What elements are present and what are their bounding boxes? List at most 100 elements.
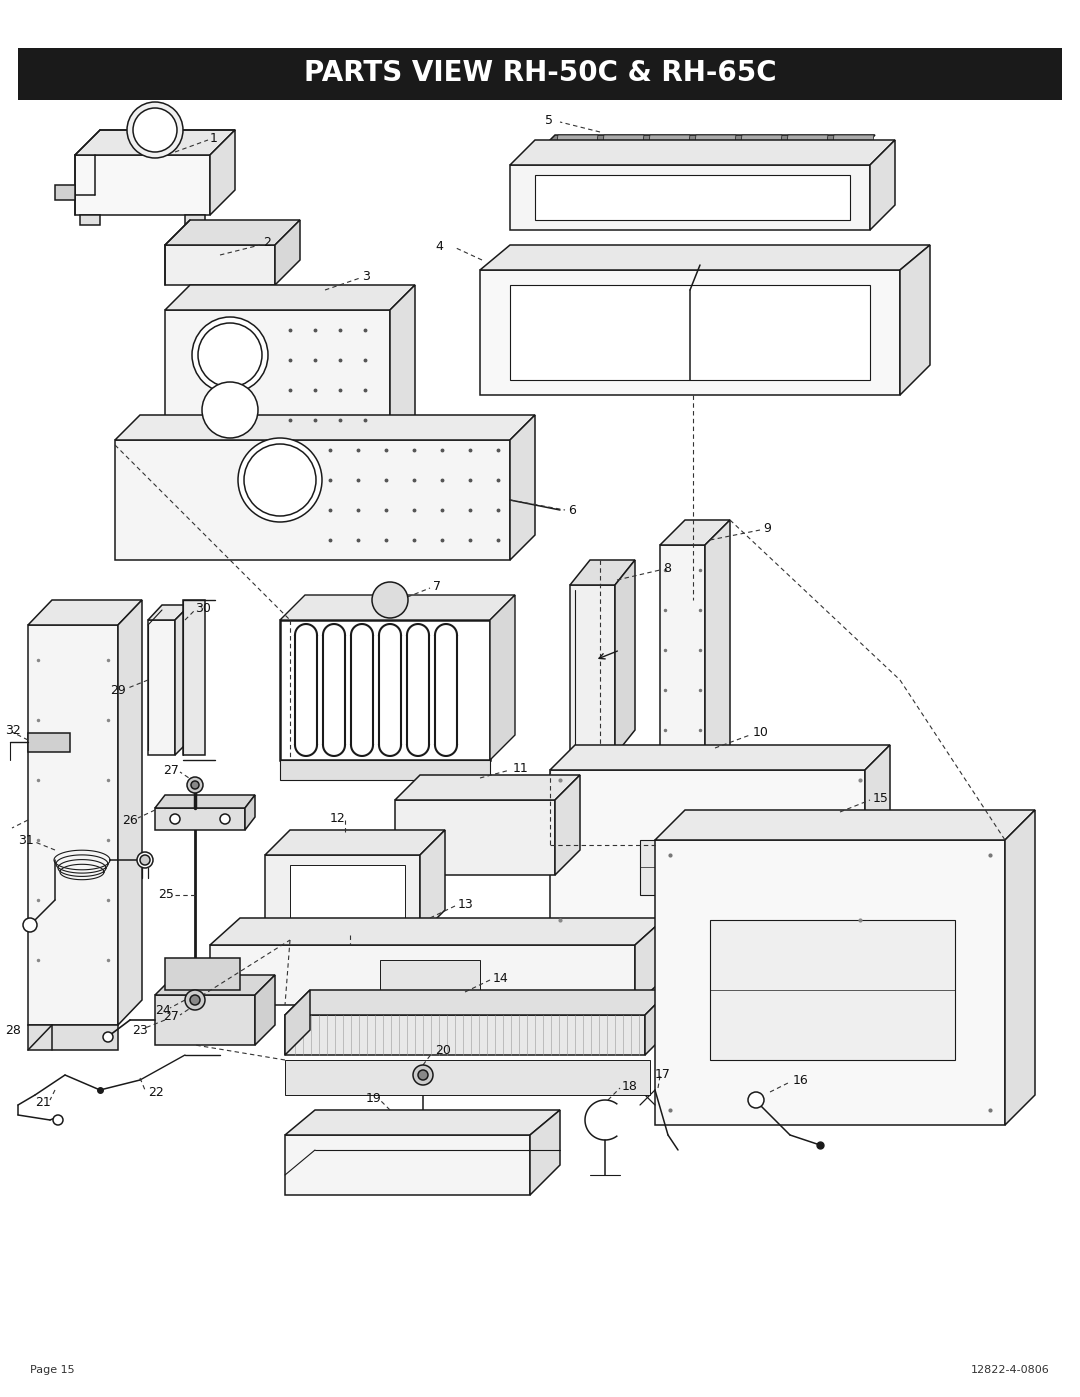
Text: 27: 27 bbox=[163, 1010, 179, 1024]
Polygon shape bbox=[28, 733, 70, 752]
Polygon shape bbox=[285, 990, 310, 1055]
Polygon shape bbox=[693, 136, 735, 155]
Text: 30: 30 bbox=[195, 602, 211, 615]
Polygon shape bbox=[510, 140, 895, 165]
Polygon shape bbox=[870, 140, 895, 231]
Polygon shape bbox=[75, 130, 235, 155]
Polygon shape bbox=[114, 415, 535, 440]
Polygon shape bbox=[530, 1004, 555, 1020]
Circle shape bbox=[190, 995, 200, 1004]
Circle shape bbox=[53, 1115, 63, 1125]
Polygon shape bbox=[480, 244, 930, 270]
Text: 9: 9 bbox=[762, 521, 771, 535]
Polygon shape bbox=[210, 918, 665, 944]
Text: 7: 7 bbox=[433, 580, 441, 592]
Polygon shape bbox=[550, 770, 865, 930]
Text: 14: 14 bbox=[492, 971, 509, 985]
Polygon shape bbox=[490, 595, 515, 760]
Polygon shape bbox=[285, 990, 670, 1016]
Polygon shape bbox=[660, 545, 705, 775]
Polygon shape bbox=[390, 1004, 415, 1020]
Polygon shape bbox=[55, 184, 75, 200]
Text: 26: 26 bbox=[122, 813, 138, 827]
Polygon shape bbox=[285, 1016, 645, 1055]
Polygon shape bbox=[210, 944, 635, 1004]
Circle shape bbox=[238, 439, 322, 522]
Polygon shape bbox=[535, 175, 850, 219]
Polygon shape bbox=[28, 599, 141, 624]
Polygon shape bbox=[28, 624, 118, 1025]
Text: 11: 11 bbox=[513, 761, 529, 774]
Polygon shape bbox=[600, 1004, 625, 1020]
Text: 31: 31 bbox=[18, 834, 33, 847]
Circle shape bbox=[198, 323, 262, 387]
Polygon shape bbox=[118, 599, 141, 1025]
Bar bbox=[18, 47, 1062, 101]
Circle shape bbox=[170, 814, 180, 824]
Polygon shape bbox=[148, 605, 190, 620]
Polygon shape bbox=[28, 1025, 118, 1051]
Polygon shape bbox=[739, 136, 782, 155]
Polygon shape bbox=[645, 990, 670, 1055]
Polygon shape bbox=[420, 830, 445, 935]
Polygon shape bbox=[480, 270, 900, 395]
Polygon shape bbox=[285, 1060, 650, 1095]
Polygon shape bbox=[210, 130, 235, 215]
Polygon shape bbox=[165, 310, 390, 446]
Polygon shape bbox=[635, 918, 665, 1004]
Text: 12822-4-0806: 12822-4-0806 bbox=[971, 1365, 1050, 1375]
Polygon shape bbox=[255, 975, 275, 1045]
Circle shape bbox=[372, 583, 408, 617]
Polygon shape bbox=[156, 995, 255, 1045]
Text: 16: 16 bbox=[793, 1073, 809, 1087]
Text: 25: 25 bbox=[158, 888, 174, 901]
Text: 32: 32 bbox=[5, 724, 21, 736]
Polygon shape bbox=[114, 440, 510, 560]
Text: 8: 8 bbox=[663, 562, 671, 574]
Polygon shape bbox=[280, 595, 515, 620]
Circle shape bbox=[192, 317, 268, 393]
Polygon shape bbox=[156, 795, 255, 807]
Polygon shape bbox=[660, 520, 730, 545]
Polygon shape bbox=[460, 1004, 485, 1020]
Polygon shape bbox=[175, 605, 190, 754]
Polygon shape bbox=[390, 285, 415, 446]
Text: 17: 17 bbox=[654, 1067, 671, 1080]
Text: 4: 4 bbox=[435, 239, 443, 253]
Polygon shape bbox=[285, 1111, 561, 1134]
Text: 2: 2 bbox=[264, 236, 271, 250]
Polygon shape bbox=[654, 810, 1035, 840]
Polygon shape bbox=[156, 807, 245, 830]
Text: 6: 6 bbox=[568, 503, 576, 517]
Text: 19: 19 bbox=[366, 1091, 381, 1105]
Polygon shape bbox=[183, 599, 205, 754]
Polygon shape bbox=[245, 795, 255, 830]
Polygon shape bbox=[550, 745, 890, 770]
Polygon shape bbox=[705, 520, 730, 775]
Circle shape bbox=[748, 1092, 764, 1108]
Circle shape bbox=[191, 781, 199, 789]
Circle shape bbox=[137, 852, 153, 868]
Polygon shape bbox=[310, 1004, 335, 1020]
Polygon shape bbox=[80, 215, 100, 225]
Text: 22: 22 bbox=[148, 1085, 164, 1098]
Polygon shape bbox=[510, 285, 870, 380]
Polygon shape bbox=[275, 219, 300, 285]
Polygon shape bbox=[185, 215, 205, 225]
Polygon shape bbox=[570, 560, 635, 585]
Polygon shape bbox=[570, 585, 615, 754]
Text: 23: 23 bbox=[132, 1024, 148, 1037]
Polygon shape bbox=[555, 775, 580, 875]
Polygon shape bbox=[165, 244, 275, 285]
Circle shape bbox=[244, 444, 316, 515]
Polygon shape bbox=[785, 136, 828, 155]
Polygon shape bbox=[240, 1004, 265, 1020]
Text: 28: 28 bbox=[5, 1024, 21, 1037]
Circle shape bbox=[413, 1065, 433, 1085]
Polygon shape bbox=[600, 136, 644, 155]
Polygon shape bbox=[395, 800, 555, 875]
Text: 21: 21 bbox=[35, 1095, 51, 1108]
Polygon shape bbox=[285, 1134, 530, 1194]
Polygon shape bbox=[148, 620, 175, 754]
Circle shape bbox=[127, 102, 183, 158]
